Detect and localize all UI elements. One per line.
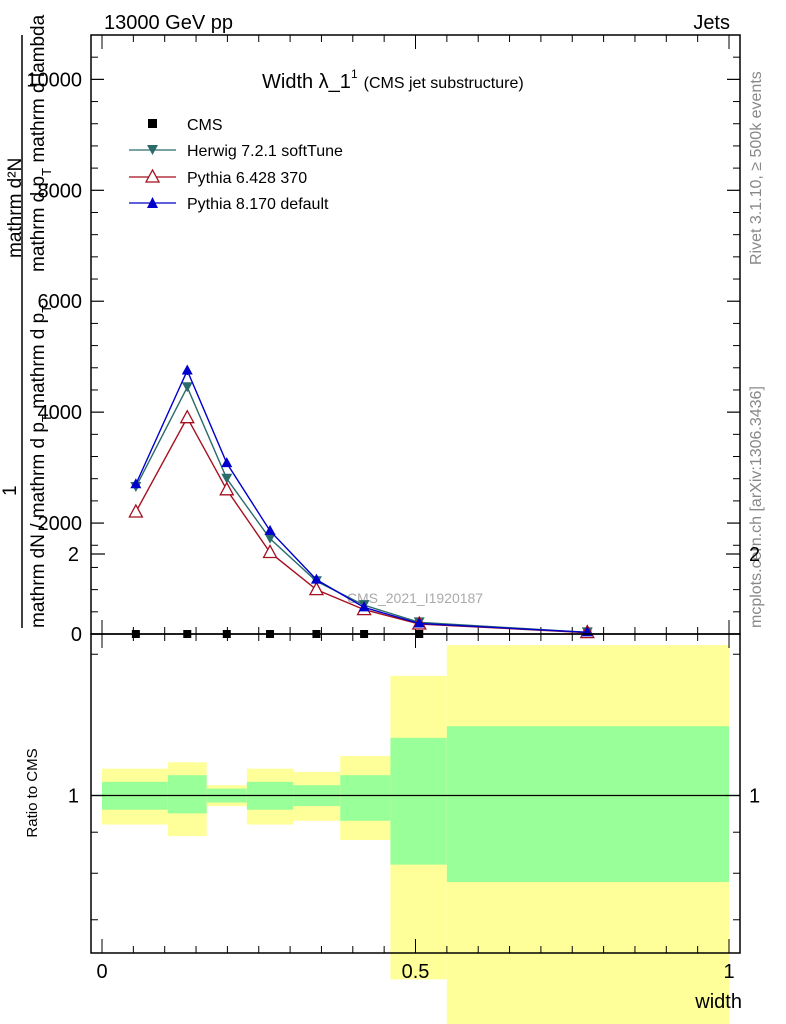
pythia6-point — [179, 409, 195, 424]
ratio-tick-labels: 0.50.5112200.51 — [68, 544, 760, 983]
main-y-tick-label: 0 — [71, 624, 82, 646]
main-series — [128, 364, 595, 639]
pythia6-point — [308, 581, 325, 596]
ratio-band-inner — [390, 737, 447, 865]
main-y-tick-labels: 0 2000 4000 6000 8000 10000 — [26, 69, 82, 646]
pythia8-point — [358, 601, 370, 612]
pythia8-point — [130, 478, 142, 489]
legend-cms-marker — [148, 119, 157, 128]
process-label: Jets — [693, 12, 730, 34]
pythia6-point — [219, 481, 235, 496]
legend-pythia8-marker — [147, 197, 158, 208]
x-tick-label: 0 — [96, 961, 107, 983]
ratio-panel: 0.50.5112200.51 Ratio to CMS width — [24, 544, 760, 1024]
ratio-frame — [90, 633, 741, 954]
series-line-pythia8 — [135, 368, 588, 634]
x-axis-label: width — [694, 991, 742, 1013]
energy-label: 13000 GeV pp — [104, 12, 233, 34]
watermark: CMS_2021_I1920187 — [347, 590, 483, 606]
ratio-band-inner — [446, 726, 729, 883]
ylabel-top-b: mathrm d pT mathrm d lambda — [28, 14, 54, 272]
main-y-tick-label: 4000 — [38, 402, 83, 424]
pythia8-point — [221, 457, 233, 468]
legend-pythia6-label: Pythia 6.428 370 — [187, 170, 307, 187]
x-tick-label: 1 — [723, 961, 734, 983]
legend-pythia6-marker — [144, 168, 161, 183]
series-line-pythia6 — [135, 416, 588, 634]
main-y-tick-label: 2000 — [38, 513, 83, 535]
pythia8-point — [413, 617, 425, 628]
ratio-y-tick-label-right: 1 — [749, 786, 760, 808]
ylabel-frac-den: mathrm dN / mathrm d pT mathrm d pT — [28, 305, 54, 628]
x-tick-label: 0.5 — [402, 961, 430, 983]
mcplots-label: mcplots.cern.ch [arXiv:1306.3436] — [748, 386, 765, 628]
ratio-y-label: Ratio to CMS — [24, 748, 41, 837]
ylabel-frac-num: 1 — [0, 485, 21, 496]
legend-cms-label: CMS — [187, 117, 223, 134]
legend-herwig-label: Herwig 7.2.1 softTune — [187, 143, 343, 160]
main-title-sup: 1 — [351, 67, 358, 81]
ratio-y-tick-label-right: 2 — [749, 544, 760, 566]
ratio-band-inner — [340, 775, 391, 821]
legend: CMS Herwig 7.2.1 softTune Pythia 6.428 3… — [129, 117, 343, 213]
main-y-tick-label: 10000 — [26, 69, 82, 91]
ratio-bands — [102, 645, 729, 1024]
pythia6-point — [128, 503, 144, 518]
herwig-point — [221, 473, 233, 484]
pythia6-point — [262, 544, 278, 559]
ratio-axis-ticks — [91, 553, 740, 953]
ratio-y-tick-label: 2 — [68, 544, 79, 566]
ratio-y-tick-label: 1 — [68, 786, 79, 808]
pythia8-point — [310, 573, 322, 584]
herwig-point — [264, 533, 276, 544]
pythia8-point — [181, 364, 193, 375]
main-title-note: (CMS jet substructure) — [364, 75, 524, 92]
main-title: Width λ_11 (CMS jet substructure) — [262, 67, 524, 93]
pythia8-point — [264, 524, 276, 535]
legend-herwig-marker — [147, 145, 158, 155]
legend-pythia8-label: Pythia 8.170 default — [187, 196, 329, 213]
ratio-band-inner — [167, 775, 207, 814]
main-y-axis-label: mathrm d²N mathrm d pT mathrm d lambda 1… — [0, 14, 54, 628]
main-panel: CMS_2021_I1920187 0 2000 4000 6000 8000 10000… — [0, 14, 741, 646]
herwig-point — [181, 382, 193, 393]
main-y-tick-label: 8000 — [38, 180, 83, 202]
main-title-text: Width λ_1 — [262, 71, 351, 93]
rivet-label: Rivet 3.1.10, ≥ 500k events — [748, 71, 765, 265]
series-line-herwig — [135, 385, 588, 634]
main-y-tick-label: 6000 — [38, 291, 83, 313]
ylabel-top: mathrm d²N — [5, 158, 26, 258]
